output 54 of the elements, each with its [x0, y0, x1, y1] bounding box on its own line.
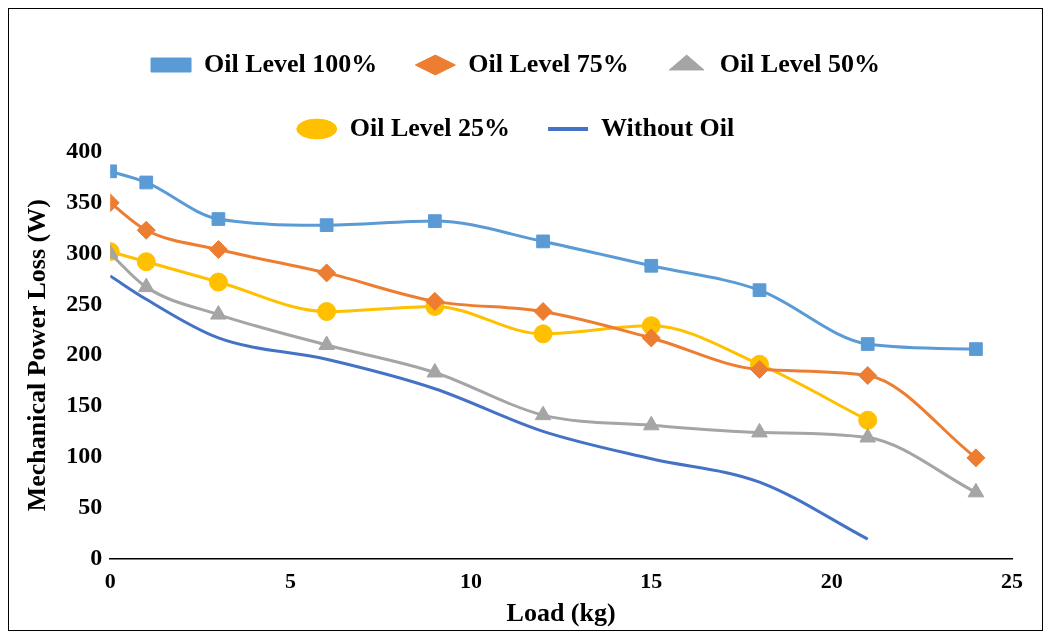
point	[644, 258, 659, 273]
legend-label: Oil Level 75%	[468, 48, 629, 78]
point	[642, 415, 660, 431]
point	[641, 328, 661, 348]
point	[967, 482, 985, 498]
legend-label: Oil Level 25%	[349, 112, 511, 142]
point	[318, 335, 335, 351]
point	[858, 410, 878, 430]
y-tick-label: 350	[66, 188, 103, 214]
point	[208, 272, 228, 292]
point	[136, 252, 156, 272]
point	[319, 218, 334, 233]
legend-label: Without Oil	[601, 112, 735, 142]
point	[752, 283, 767, 298]
y-tick-label: 200	[66, 340, 103, 367]
y-tick-label: 400	[66, 137, 103, 164]
y-tick-label: 250	[66, 289, 103, 316]
point	[139, 175, 154, 190]
point	[751, 422, 768, 438]
x-tick-label: 10	[459, 568, 482, 594]
y-tick-label: 150	[66, 391, 103, 418]
x-axis-title: Load (kg)	[506, 598, 616, 628]
point	[536, 234, 550, 249]
line-series	[110, 274, 870, 541]
y-tick-label: 50	[78, 492, 103, 519]
point	[425, 291, 445, 311]
point	[427, 214, 442, 228]
y-tick-label: 0	[90, 543, 103, 570]
y-axis-title: Mechanical Power Loss (W)	[22, 199, 52, 512]
legend-label: Oil Level 50%	[719, 48, 880, 78]
y-tick-label: 100	[66, 442, 103, 468]
point	[966, 448, 986, 468]
x-tick-label: 20	[820, 568, 843, 594]
x-tick-label: 15	[640, 568, 663, 594]
x-tick-label: 5	[285, 568, 297, 594]
legend-label: Oil Level 100%	[204, 48, 378, 78]
y-tick-label: 300	[66, 238, 103, 265]
point	[137, 277, 155, 293]
x-tick-label: 25	[1001, 568, 1023, 594]
point	[858, 366, 878, 386]
point	[533, 324, 553, 344]
point	[211, 212, 226, 226]
point	[534, 405, 552, 421]
point	[860, 337, 875, 351]
point	[136, 220, 156, 240]
point	[317, 302, 337, 322]
point	[750, 359, 769, 379]
point	[859, 428, 877, 443]
point	[210, 305, 227, 320]
point	[426, 362, 444, 378]
point	[533, 302, 553, 322]
point	[208, 240, 228, 260]
point	[969, 342, 983, 356]
point	[317, 263, 337, 283]
